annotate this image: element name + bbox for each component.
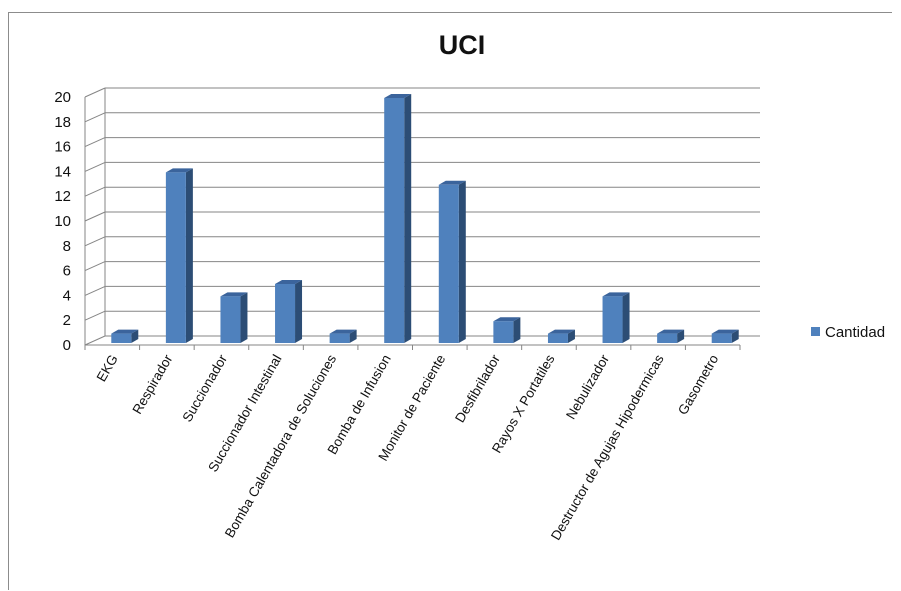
gridline-diagonal (84, 211, 106, 222)
bar-front (438, 184, 459, 343)
bar-top (165, 168, 193, 173)
bar-side (295, 280, 303, 343)
y-tick-label: 16 (54, 139, 71, 156)
bar (111, 329, 139, 343)
x-category-label: Respirador (129, 352, 175, 417)
bar-side (458, 180, 466, 343)
bar (220, 292, 248, 343)
bar-front (711, 333, 732, 343)
chart-title: UCI (439, 30, 486, 60)
bar-top (438, 180, 466, 185)
y-tick-label: 8 (63, 238, 71, 255)
bar-side (349, 329, 357, 343)
y-tick-label: 4 (63, 287, 71, 304)
bar (547, 329, 575, 343)
legend-swatch (811, 327, 820, 336)
gridline-diagonal (84, 186, 106, 197)
bar-front (220, 296, 241, 343)
y-tick-label: 6 (63, 263, 71, 280)
gridline-diagonal (84, 335, 106, 346)
gridline-diagonal (84, 112, 106, 123)
bar-front (602, 296, 623, 343)
bar (275, 280, 303, 343)
x-category-label: Succionador (180, 352, 231, 425)
gridline-diagonal (84, 285, 106, 296)
y-axis-ticks: 0 2 4 6 8 10 12 14 16 18 20 (54, 89, 71, 354)
bar-top (657, 329, 685, 334)
x-category-label: Rayos X Portatiles (489, 352, 558, 456)
y-tick-label: 10 (54, 213, 71, 230)
y-tick-label: 20 (54, 89, 71, 106)
bar-side (731, 329, 739, 343)
bar-side (131, 329, 139, 343)
gridline-diagonal (84, 310, 106, 321)
x-category-label: Gasometro (675, 352, 721, 417)
legend: Cantidad (811, 324, 885, 341)
bar-front (384, 98, 405, 343)
bars (111, 94, 739, 343)
x-category-label: Bomba Calentadora de Soluciones (222, 352, 339, 540)
chart-frame (8, 12, 892, 590)
bar-top (384, 94, 412, 98)
bar-top (275, 280, 303, 284)
y-tick-label: 0 (63, 337, 71, 354)
bar-top (111, 329, 139, 334)
bar-side (240, 292, 248, 343)
gridline-diagonal (84, 87, 106, 98)
bar (329, 329, 357, 343)
bar-side (404, 94, 412, 343)
gridline-diagonal (84, 261, 106, 272)
bar-side (513, 317, 521, 343)
bar-front (329, 333, 350, 343)
bar (657, 329, 685, 343)
gridline-diagonal (84, 137, 106, 148)
bar-side (622, 292, 630, 343)
bar (493, 317, 521, 343)
bar (384, 94, 412, 343)
x-category-label: Destructor de Agujas Hipodermicas (548, 352, 667, 543)
bar-top (329, 329, 357, 334)
x-category-label: Nebulizador (563, 352, 612, 422)
bar-front (493, 321, 514, 343)
bar-top (711, 329, 739, 334)
bar-front (657, 333, 678, 343)
gridline-diagonal (84, 236, 106, 247)
bar (602, 292, 630, 343)
x-category-label: EKG (94, 352, 121, 384)
bar-side (567, 329, 575, 343)
bar-top (220, 292, 248, 297)
bar-front (275, 284, 296, 343)
x-category-label: Desfibrilador (452, 352, 503, 426)
bar-front (165, 172, 186, 343)
bar-side (677, 329, 685, 343)
y-tick-label: 18 (54, 114, 71, 131)
gridline-diagonal (84, 161, 106, 172)
legend-label: Cantidad (825, 324, 885, 341)
bar (438, 180, 466, 343)
bar (165, 168, 193, 343)
y-tick-label: 2 (63, 312, 71, 329)
bar-front (547, 333, 568, 343)
y-tick-label: 14 (54, 163, 71, 180)
bar-top (493, 317, 521, 322)
bar-front (111, 333, 132, 343)
y-tick-label: 12 (54, 188, 71, 205)
bar-side (185, 168, 193, 343)
bar-top (602, 292, 630, 297)
bar-top (547, 329, 575, 334)
bar (711, 329, 739, 343)
